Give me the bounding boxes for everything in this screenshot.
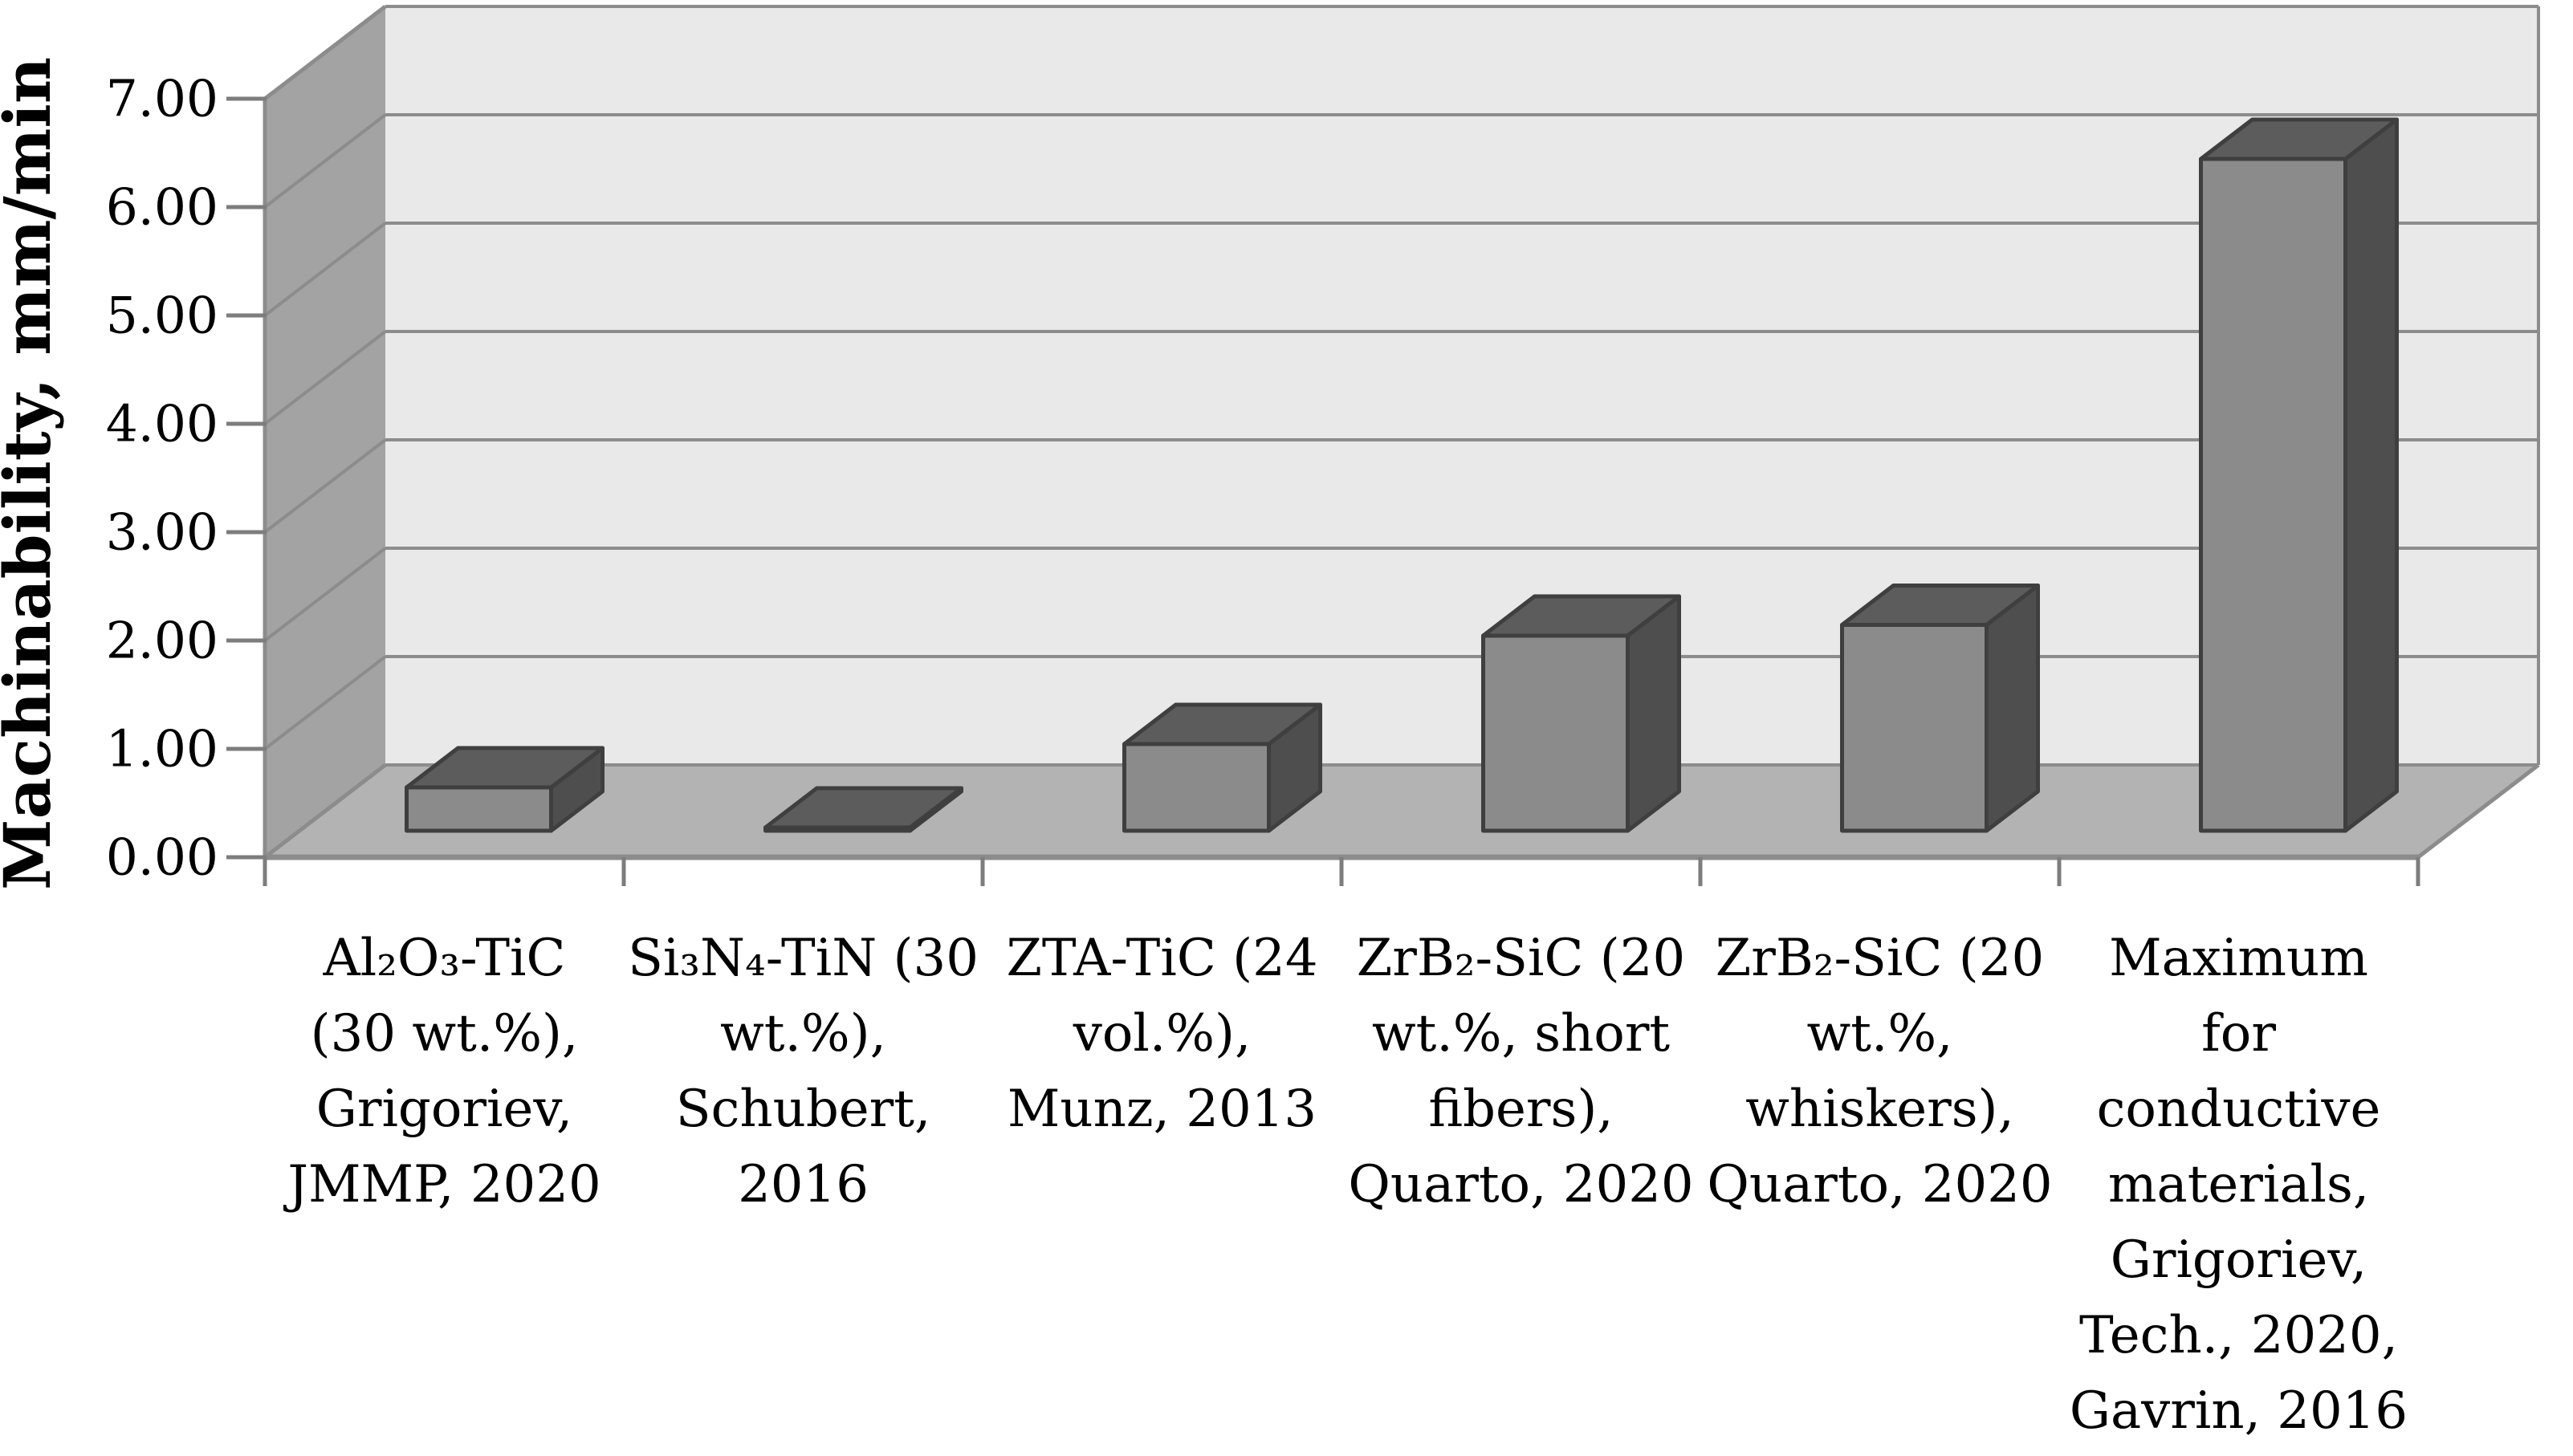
wall-gridline <box>263 113 387 209</box>
bar-top-face <box>1840 584 2040 627</box>
x-category-label-line: vol.%), <box>1073 1004 1252 1064</box>
wall-gridline <box>263 438 387 534</box>
bar-1 <box>405 746 605 833</box>
x-category-label-line: Si₃N₄-TiN (30 <box>628 929 979 988</box>
x-category-label-line: 2016 <box>738 1155 869 1214</box>
x-category-label-line: Al₂O₃-TiC <box>323 929 566 988</box>
x-category-label-line: ZrB₂-SiC (20 <box>1716 929 2044 988</box>
x-category-label-5: ZrB₂-SiC (20 wt.%, whiskers), Quarto, 2020 <box>1707 929 2052 1214</box>
x-category-label-line: Schubert, <box>676 1080 931 1139</box>
x-category-label-line: wt.%, short <box>1372 1004 1671 1064</box>
floor-right-edge <box>2416 763 2540 859</box>
y-tick-label: 1.00 <box>106 720 218 779</box>
x-category-label-line: conductive <box>2097 1080 2381 1139</box>
x-category-label-line: Gavrin, 2016 <box>2070 1381 2408 1441</box>
x-category-label-2: Si₃N₄-TiN (30 wt.%), Schubert, 2016 <box>628 929 979 1214</box>
wall-floor-edge <box>263 763 387 859</box>
plot-area: 0.00 1.00 2.00 3.00 4.00 5.00 6.00 7.00 Al₂O₃-Ti… <box>106 5 2540 1441</box>
bar-3 <box>1122 702 1322 833</box>
y-tick-label: 4.00 <box>106 395 218 453</box>
bar-side-face <box>1985 584 2040 833</box>
bar-5 <box>1840 584 2040 833</box>
back-wall <box>385 6 2538 765</box>
y-tick-label: 3.00 <box>106 503 218 562</box>
x-category-label-4: ZrB₂-SiC (20 wt.%, short fibers), Quarto, 2… <box>1348 929 1693 1214</box>
bar-top-face <box>2199 117 2399 161</box>
x-category-label-line: JMMP, 2020 <box>283 1155 601 1214</box>
bar-4 <box>1481 594 1681 833</box>
bar-front-face <box>2199 157 2347 833</box>
x-category-label-line: Quarto, 2020 <box>1707 1155 2052 1214</box>
bar-top-face <box>1481 594 1681 638</box>
x-category-label-line: Grigoriev, <box>2111 1230 2367 1290</box>
y-tick-label: 6.00 <box>106 178 218 237</box>
x-category-label-line: wt.%), <box>720 1004 886 1064</box>
bar-side-face <box>2343 117 2399 833</box>
x-category-label-3: ZTA-TiC (24 vol.%), Munz, 2013 <box>1006 929 1317 1139</box>
x-category-label-line: wt.%, <box>1807 1004 1953 1064</box>
bar-top-face <box>405 746 605 790</box>
x-category-label-line: Maximum <box>2109 929 2368 988</box>
wall-gridline <box>263 222 387 317</box>
wall-gridline <box>263 547 387 642</box>
x-category-label-line: Grigoriev, <box>316 1080 573 1139</box>
x-category-label-line: fibers), <box>1428 1080 1613 1139</box>
x-category-label-line: Munz, 2013 <box>1008 1080 1317 1139</box>
bar-top-face <box>1122 702 1322 746</box>
y-tick-label: 2.00 <box>106 612 218 670</box>
y-tick-label: 5.00 <box>106 287 218 345</box>
x-category-label-line: whiskers), <box>1745 1080 2014 1139</box>
x-category-label-6: Maximum for conductive materials, Grigoriev,… <box>2070 929 2408 1441</box>
bar-front-face <box>1840 623 1989 833</box>
bar-top-face <box>763 786 963 830</box>
bar-front-face <box>1122 742 1271 833</box>
x-category-label-line: materials, <box>2108 1155 2369 1214</box>
x-category-label-line: ZrB₂-SiC (20 <box>1357 929 1685 988</box>
x-category-label-line: for <box>2201 1004 2276 1064</box>
x-category-label-1: Al₂O₃-TiC (30 wt.%), Grigoriev, JMMP, 2020 <box>283 929 601 1214</box>
x-category-label-line: ZTA-TiC (24 <box>1006 929 1317 988</box>
y-axis-title: Machinability, mm/min <box>0 57 65 890</box>
left-wall <box>265 6 385 857</box>
x-category-label-line: Tech., 2020, <box>2079 1306 2398 1365</box>
x-category-label-line: Quarto, 2020 <box>1348 1155 1693 1214</box>
wall-gridline <box>263 330 387 425</box>
wall-top-edge <box>263 5 387 100</box>
bar-2 <box>763 786 963 833</box>
y-tick-label: 7.00 <box>106 70 218 128</box>
floor <box>265 765 2538 857</box>
x-category-label-line: (30 wt.%), <box>311 1004 579 1064</box>
bar-front-face <box>1481 633 1630 833</box>
bar-6 <box>2199 117 2399 833</box>
bar-front-face <box>405 785 553 833</box>
y-tick-label: 0.00 <box>106 828 218 887</box>
wall-gridline <box>263 655 387 750</box>
